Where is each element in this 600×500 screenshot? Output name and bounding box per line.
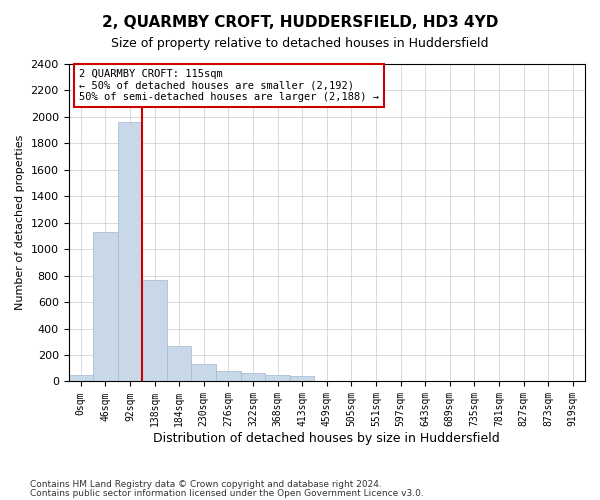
Bar	[118, 122, 142, 382]
Bar	[241, 373, 265, 382]
Text: 2, QUARMBY CROFT, HUDDERSFIELD, HD3 4YD: 2, QUARMBY CROFT, HUDDERSFIELD, HD3 4YD	[102, 15, 498, 30]
Bar	[142, 280, 167, 382]
Text: Size of property relative to detached houses in Huddersfield: Size of property relative to detached ho…	[111, 38, 489, 51]
Text: Contains public sector information licensed under the Open Government Licence v3: Contains public sector information licen…	[30, 488, 424, 498]
Y-axis label: Number of detached properties: Number of detached properties	[15, 135, 25, 310]
Text: 2 QUARMBY CROFT: 115sqm
← 50% of detached houses are smaller (2,192)
50% of semi: 2 QUARMBY CROFT: 115sqm ← 50% of detache…	[79, 69, 379, 102]
Bar	[68, 375, 93, 382]
Bar	[167, 346, 191, 382]
Bar	[216, 371, 241, 382]
Text: Contains HM Land Registry data © Crown copyright and database right 2024.: Contains HM Land Registry data © Crown c…	[30, 480, 382, 489]
Bar	[290, 376, 314, 382]
X-axis label: Distribution of detached houses by size in Huddersfield: Distribution of detached houses by size …	[154, 432, 500, 445]
Bar	[265, 375, 290, 382]
Bar	[191, 364, 216, 382]
Bar	[93, 232, 118, 382]
